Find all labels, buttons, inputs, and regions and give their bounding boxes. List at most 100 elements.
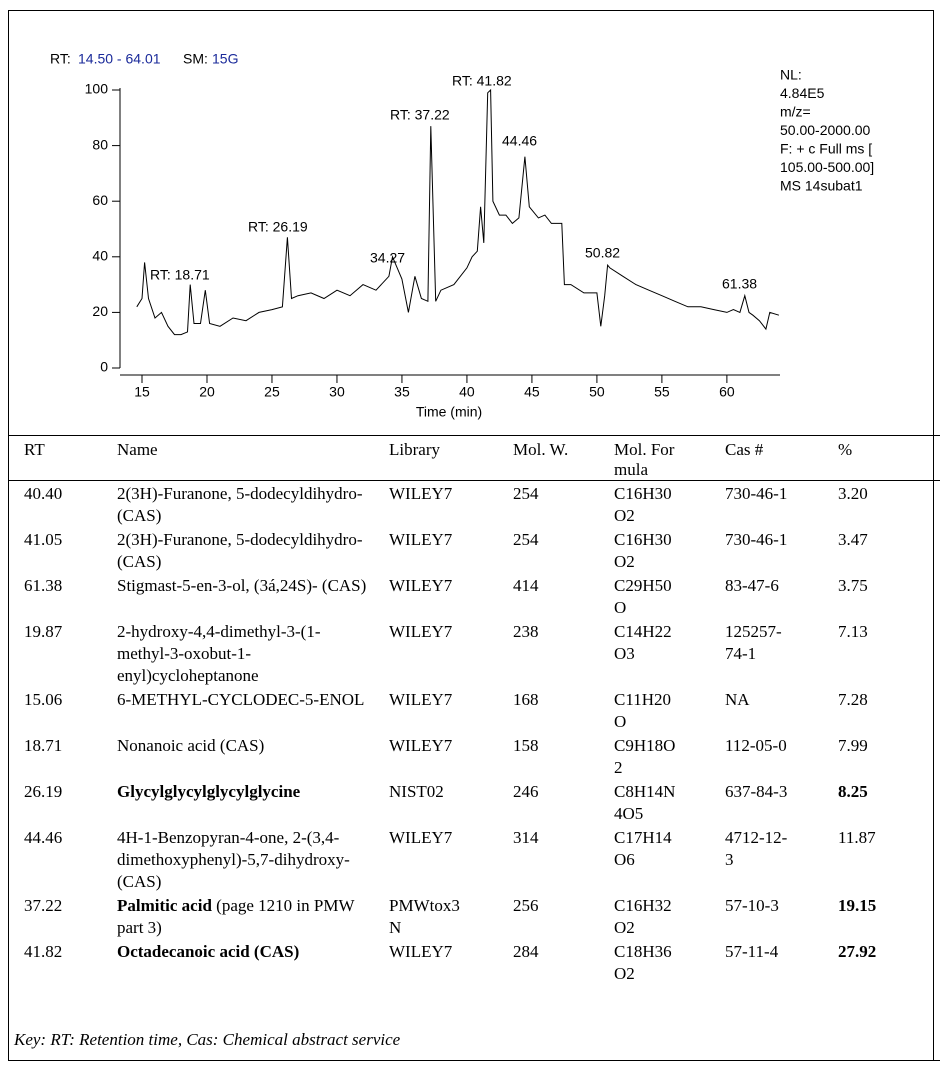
rule — [8, 1060, 940, 1061]
cell: 256 — [497, 893, 598, 939]
peak-label: RT: 18.71 — [150, 267, 210, 283]
cell: 37.22 — [8, 893, 101, 939]
cell: 112-05-0 — [709, 733, 822, 779]
cell: WILEY7 — [373, 687, 497, 733]
x-tick-label: 20 — [199, 384, 215, 400]
name: Stigmast-5-en-3-ol, (3á,24S)- (CAS) — [117, 575, 367, 597]
library: WILEY7 — [389, 690, 453, 709]
name: 6-METHYL-CYCLODEC-5-ENOL — [117, 689, 367, 711]
cell: 158 — [497, 733, 598, 779]
table-row: 15.06 6-METHYL-CYCLODEC-5-ENOL WILEY7 168 C1… — [8, 687, 940, 733]
cas: 57-10-3 — [725, 896, 779, 915]
cell: 27.92 — [822, 939, 940, 985]
sm-label: SM: — [183, 51, 208, 67]
percent: 3.75 — [838, 576, 868, 595]
column-header: Mol. Formula — [598, 435, 709, 481]
cell: 40.40 — [8, 481, 101, 528]
name: Octadecanoic acid (CAS) — [117, 941, 367, 963]
name-text: 6-METHYL-CYCLODEC-5-ENOL — [117, 690, 365, 709]
table-row: 61.38 Stigmast-5-en-3-ol, (3á,24S)- (CAS)… — [8, 573, 940, 619]
trace — [136, 88, 780, 336]
x-tick-label: 30 — [329, 384, 345, 400]
cell: Nonanoic acid (CAS) — [101, 733, 373, 779]
percent: 11.87 — [838, 828, 876, 847]
cas: 4712-12-3 — [725, 828, 788, 869]
cell: 414 — [497, 573, 598, 619]
name: 4H-1-Benzopyran-4-one, 2-(3,4-dimethoxyp… — [117, 827, 367, 893]
peak-label: RT: 37.22 — [390, 107, 450, 123]
cell: 6-METHYL-CYCLODEC-5-ENOL — [101, 687, 373, 733]
library: WILEY7 — [389, 622, 453, 641]
x-tick-label: 50 — [589, 384, 605, 400]
x-tick-label: 15 — [134, 384, 150, 400]
cell: 4712-12-3 — [709, 825, 822, 893]
x-tick-label: 35 — [394, 384, 410, 400]
y-tick-label: 100 — [85, 81, 109, 97]
x-axis-label: Time (min) — [416, 404, 482, 420]
percent: 7.99 — [838, 736, 868, 755]
table-row: 44.46 4H-1-Benzopyran-4-one, 2-(3,4-dimet… — [8, 825, 940, 893]
name: Nonanoic acid (CAS) — [117, 735, 367, 757]
cell: NIST02 — [373, 779, 497, 825]
cell: WILEY7 — [373, 573, 497, 619]
name-text: 2-hydroxy-4,4-dimethyl-3-(1-methyl-3-oxo… — [117, 622, 321, 685]
formula: C11H20O — [614, 690, 671, 731]
cell: C8H14N4O5 — [598, 779, 709, 825]
cell: WILEY7 — [373, 939, 497, 985]
cell: C16H30O2 — [598, 481, 709, 528]
cas: 730-46-1 — [725, 484, 788, 503]
library: WILEY7 — [389, 736, 453, 755]
name: 2(3H)-Furanone, 5-dodecyldihydro- (CAS) — [117, 529, 367, 573]
column-header: Library — [373, 435, 497, 481]
rt-range: 14.50 - 64.01 — [78, 51, 161, 67]
info-line: 4.84E5 — [780, 85, 825, 101]
column-header: % — [822, 435, 940, 481]
name: Glycylglycylglycylglycine — [117, 781, 367, 803]
cell: C16H32O2 — [598, 893, 709, 939]
percent: 3.47 — [838, 530, 868, 549]
cell: C11H20O — [598, 687, 709, 733]
cas: 730-46-1 — [725, 530, 788, 549]
percent: 8.25 — [838, 782, 868, 801]
peak-label: 44.46 — [502, 133, 537, 149]
cell: 2-hydroxy-4,4-dimethyl-3-(1-methyl-3-oxo… — [101, 619, 373, 687]
column-header: RT — [8, 435, 101, 481]
cell: 314 — [497, 825, 598, 893]
name-bold: Palmitic acid — [117, 896, 212, 915]
cell: 61.38 — [8, 573, 101, 619]
x-tick-label: 60 — [719, 384, 735, 400]
cell: 238 — [497, 619, 598, 687]
formula: C29H50O — [614, 576, 672, 617]
cas: 637-84-3 — [725, 782, 788, 801]
library: PMWtox3N — [389, 896, 460, 937]
chart: RT: 14.50 - 64.01 SM: 15G Time (min) 0 20… — [50, 51, 874, 420]
cell: C18H36O2 — [598, 939, 709, 985]
column-header: Mol. W. — [497, 435, 598, 481]
cell: 44.46 — [8, 825, 101, 893]
cell: 284 — [497, 939, 598, 985]
name-text: 2(3H)-Furanone, 5-dodecyldihydro- (CAS) — [117, 530, 363, 571]
table-row: 41.05 2(3H)-Furanone, 5-dodecyldihydro- (… — [8, 527, 940, 573]
mol-weight: 238 — [513, 622, 539, 641]
header-text: Mol. Formula — [614, 440, 675, 479]
column-header: Name — [101, 435, 373, 481]
cell: 26.19 — [8, 779, 101, 825]
cas: 112-05-0 — [725, 736, 787, 755]
cell: 3.20 — [822, 481, 940, 528]
info-line: 105.00-500.00] — [780, 159, 874, 175]
cell: 57-10-3 — [709, 893, 822, 939]
header-text: Cas # — [725, 440, 764, 459]
cas: 125257-74-1 — [725, 622, 782, 663]
formula: C16H30O2 — [614, 530, 672, 571]
library: WILEY7 — [389, 484, 453, 503]
mol-weight: 414 — [513, 576, 539, 595]
table-row: 37.22 Palmitic acid (page 1210 in PMW par… — [8, 893, 940, 939]
cell: 3.47 — [822, 527, 940, 573]
name-text: 4H-1-Benzopyran-4-one, 2-(3,4-dimethoxyp… — [117, 828, 350, 891]
y-tick-label: 0 — [100, 359, 108, 375]
cell: 637-84-3 — [709, 779, 822, 825]
column-header: Cas # — [709, 435, 822, 481]
peak-label: 61.38 — [722, 276, 757, 292]
name-bold: Octadecanoic acid (CAS) — [117, 942, 300, 961]
percent: 3.20 — [838, 484, 868, 503]
